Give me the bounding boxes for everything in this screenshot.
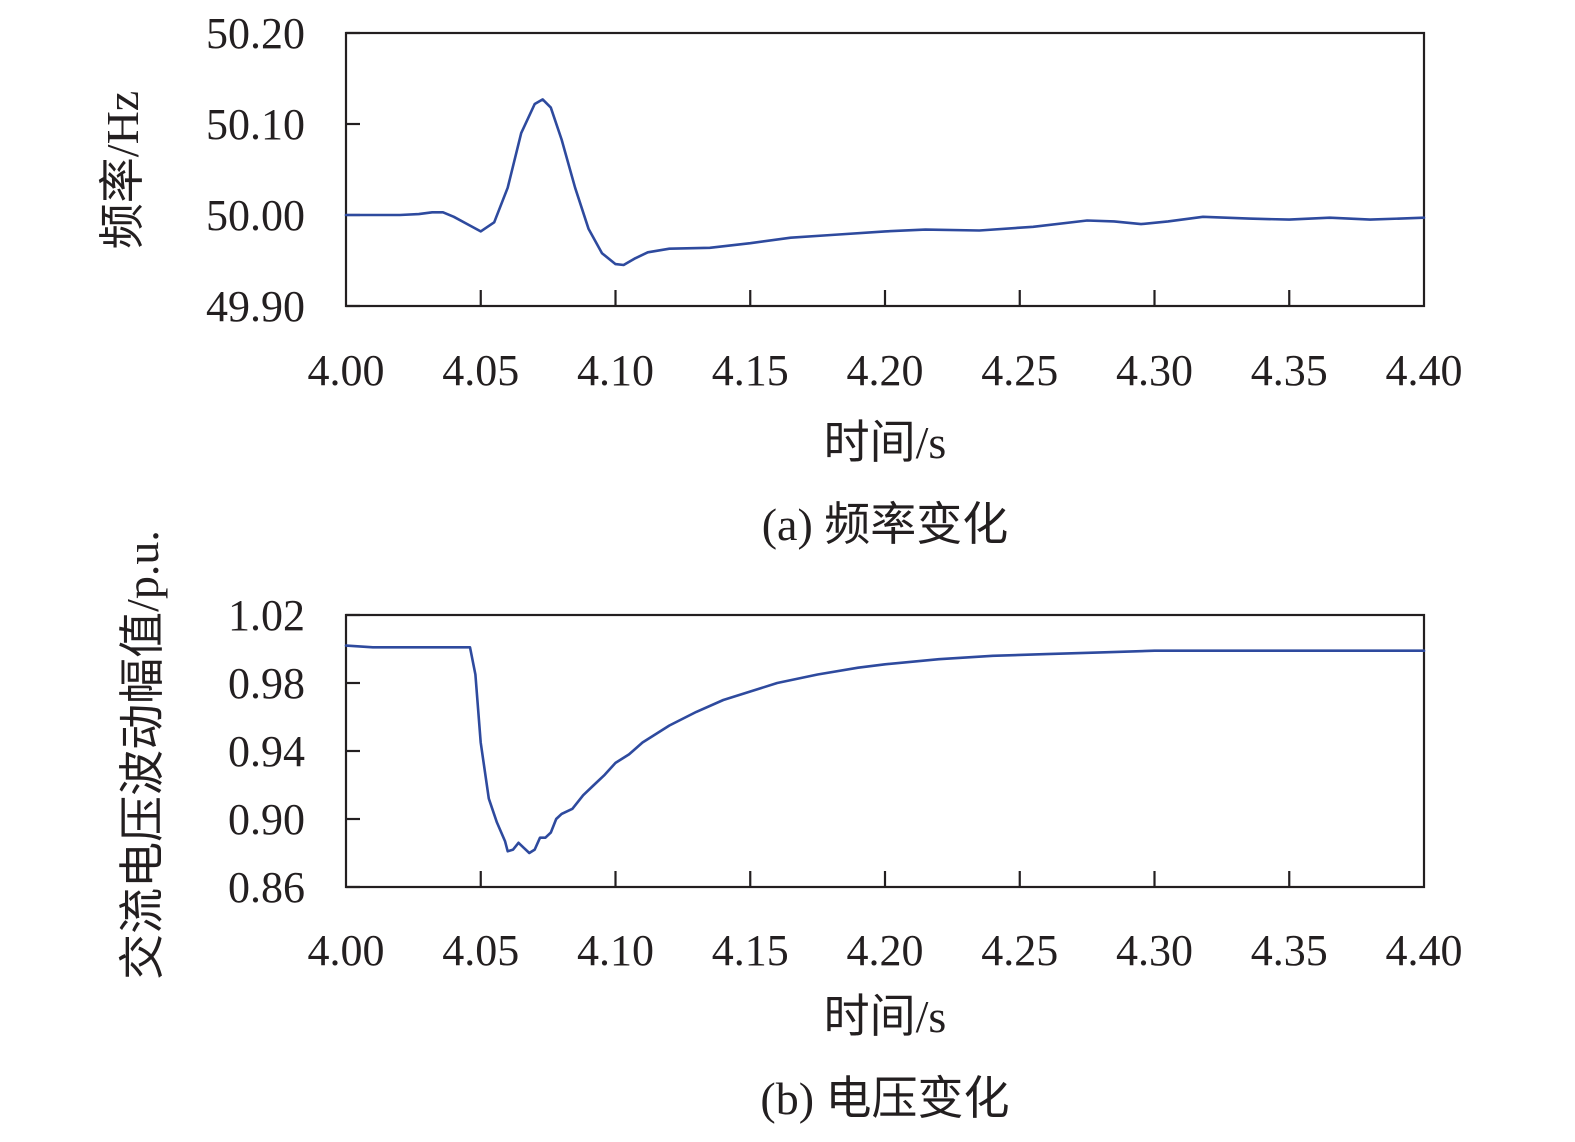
voltage-chart: 4.00 4.05 4.10 4.15 4.20 4.25 4.30 4.35 4.40 1.0… <box>117 530 1463 1124</box>
x-tick-label: 4.20 <box>847 926 924 975</box>
x-tick-label: 4.15 <box>712 926 789 975</box>
x-axis-title: 时间/s <box>824 991 947 1042</box>
x-tick-label: 4.10 <box>577 346 654 395</box>
y-tick-label: 50.00 <box>206 191 305 240</box>
voltage-series-line <box>344 644 1426 855</box>
x-tick-label: 4.25 <box>981 926 1058 975</box>
x-tick-label: 4.35 <box>1251 926 1328 975</box>
x-tick-label: 4.10 <box>577 926 654 975</box>
x-tick-label: 4.05 <box>442 926 519 975</box>
x-tick-label: 4.40 <box>1386 926 1463 975</box>
y-tick-label: 0.86 <box>228 863 305 912</box>
frequency-chart: 4.00 4.05 4.10 4.15 4.20 4.25 4.30 4.35 4.40 50.… <box>97 9 1463 550</box>
y-axis-title: 频率/Hz <box>97 91 148 249</box>
x-tick-label: 4.20 <box>847 346 924 395</box>
y-tick-label: 49.90 <box>206 282 305 331</box>
x-tick-label: 4.35 <box>1251 346 1328 395</box>
x-tick-label: 4.00 <box>308 346 385 395</box>
y-tick-label: 0.98 <box>228 659 305 708</box>
y-axis-ticks: 1.02 0.98 0.94 0.90 0.86 <box>228 591 360 912</box>
frequency-series-line <box>344 98 1426 267</box>
x-tick-label: 4.25 <box>981 346 1058 395</box>
y-axis-title: 交流电压波动幅值/p.u. <box>117 530 168 980</box>
x-tick-label: 4.30 <box>1116 346 1193 395</box>
x-axis-title: 时间/s <box>824 417 947 468</box>
plot-frame <box>344 31 1426 308</box>
x-axis-ticks: 4.00 4.05 4.10 4.15 4.20 4.25 4.30 4.35 4.40 <box>308 871 1463 975</box>
x-tick-label: 4.30 <box>1116 926 1193 975</box>
x-tick-label: 4.00 <box>308 926 385 975</box>
y-tick-label: 0.90 <box>228 795 305 844</box>
y-tick-label: 0.94 <box>228 727 305 776</box>
x-tick-label: 4.15 <box>712 346 789 395</box>
y-tick-label: 50.20 <box>206 9 305 58</box>
x-tick-label: 4.40 <box>1386 346 1463 395</box>
x-axis-ticks: 4.00 4.05 4.10 4.15 4.20 4.25 4.30 4.35 4.40 <box>308 290 1463 395</box>
chart-caption: (a) 频率变化 <box>762 499 1009 550</box>
plot-frame <box>344 613 1426 889</box>
x-tick-label: 4.05 <box>442 346 519 395</box>
y-tick-label: 1.02 <box>228 591 305 640</box>
chart-caption: (b) 电压变化 <box>760 1073 1009 1124</box>
y-axis-ticks: 50.20 50.10 50.00 49.90 <box>206 9 360 331</box>
y-tick-label: 50.10 <box>206 100 305 149</box>
